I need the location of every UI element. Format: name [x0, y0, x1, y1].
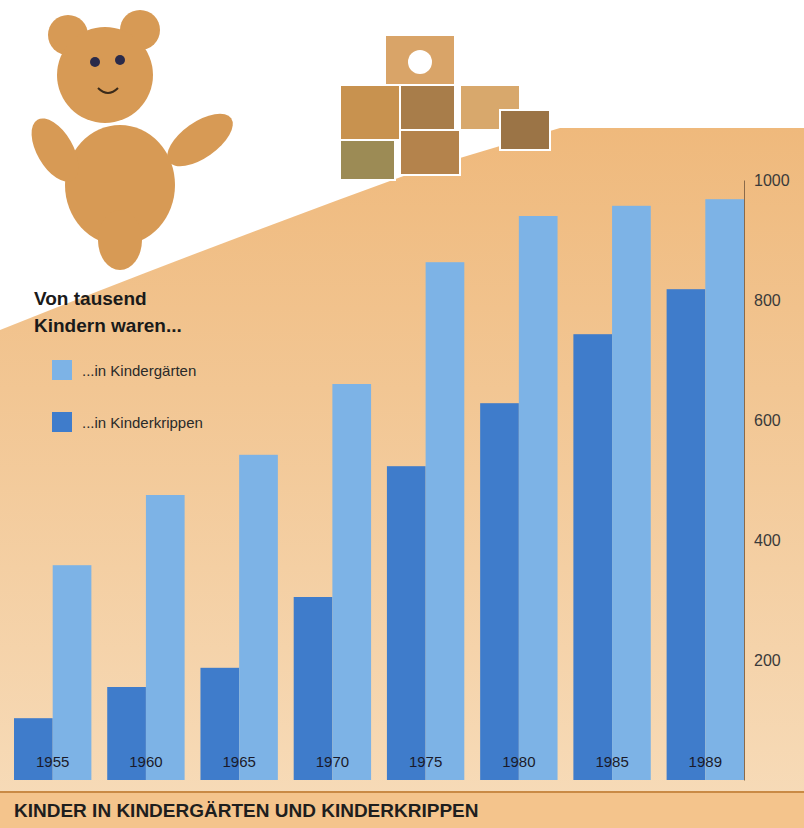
- bear-arm: [22, 111, 88, 190]
- block: [400, 85, 455, 130]
- tick-label: 1980: [502, 753, 535, 770]
- title: KINDER IN KINDERGÄRTEN UND KINDERKRIPPEN: [14, 800, 478, 821]
- block: [340, 140, 395, 180]
- tick-label: 400: [754, 532, 781, 549]
- tick: 1000: [744, 172, 790, 189]
- tick: 400: [744, 532, 781, 549]
- block: [340, 85, 400, 140]
- legend-label: ...in Kinderkrippen: [82, 414, 203, 431]
- bar: [705, 199, 744, 780]
- tick: 1960: [129, 753, 162, 780]
- tick: 1980: [502, 753, 535, 780]
- block-hole: [408, 50, 432, 74]
- tick-label: 800: [754, 292, 781, 309]
- chart: 200 400 600 800 1000 1955 1960 1965 1970 1975 1980…: [0, 0, 804, 828]
- axis-line: [744, 181, 745, 781]
- bear-leg: [98, 210, 142, 270]
- title-rule: [0, 791, 804, 793]
- tick: 600: [744, 412, 781, 429]
- tick-label: 1970: [316, 753, 349, 770]
- tick: 1985: [595, 753, 628, 780]
- bar: [239, 455, 278, 780]
- background: [0, 128, 804, 828]
- legend: ...in Kindergärten ...in Kinderkrippen: [52, 360, 203, 432]
- legend-label: ...in Kindergärten: [82, 362, 196, 379]
- tick: 800: [744, 292, 781, 309]
- bar: [14, 718, 53, 780]
- bar: [426, 262, 465, 780]
- bar: [573, 334, 612, 780]
- tick-label: 1985: [595, 753, 628, 770]
- bear-eye: [115, 55, 125, 65]
- tick: 1989: [689, 753, 722, 780]
- title-band: [0, 792, 804, 828]
- y-axis: 200 400 600 800 1000: [744, 172, 790, 781]
- tick: 1955: [36, 753, 69, 780]
- tick-label: 1975: [409, 753, 442, 770]
- tick: 1970: [316, 753, 349, 780]
- tick-label: 600: [754, 412, 781, 429]
- bar: [53, 565, 92, 780]
- bar: [667, 289, 706, 780]
- bear-arm: [159, 103, 242, 176]
- tick-label: 1965: [222, 753, 255, 770]
- block: [500, 110, 550, 150]
- tick-label: 200: [754, 652, 781, 669]
- legend-swatch: [52, 360, 72, 380]
- tick: 200: [744, 652, 781, 669]
- decoration: [340, 35, 550, 180]
- bar: [480, 403, 519, 780]
- block: [400, 130, 460, 175]
- block: [385, 35, 455, 85]
- bar: [332, 384, 371, 780]
- bar: [612, 206, 651, 780]
- tick: 1975: [409, 753, 442, 780]
- bear-mouth: [98, 88, 118, 93]
- tick-label: 1960: [129, 753, 162, 770]
- tick-label: 1989: [689, 753, 722, 770]
- x-axis: 1955 1960 1965 1970 1975 1980 1985 1989: [36, 753, 722, 780]
- bear-head: [57, 27, 153, 123]
- subtitle: Von tausendKindern waren...: [34, 288, 182, 336]
- tick: 1965: [222, 753, 255, 780]
- bars: [14, 199, 744, 780]
- legend-swatch: [52, 412, 72, 432]
- tick-label: 1955: [36, 753, 69, 770]
- teddy-bear: [22, 10, 242, 270]
- tick-label: 1000: [754, 172, 790, 189]
- bear-eye: [90, 57, 100, 67]
- bar: [146, 495, 185, 780]
- bar: [387, 466, 426, 780]
- bar: [519, 216, 558, 780]
